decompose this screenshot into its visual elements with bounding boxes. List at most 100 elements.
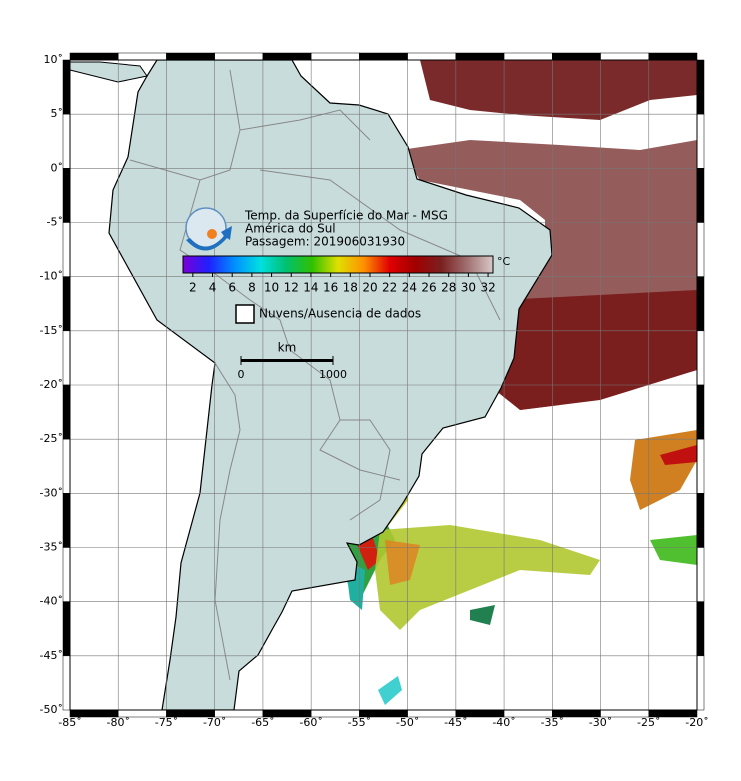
- frame-segment: [62, 384, 71, 440]
- colorbar-unit: °C: [497, 255, 511, 268]
- border: [129, 69, 241, 181]
- frame-segment: [600, 52, 650, 61]
- frame-segment: [62, 547, 71, 602]
- colorbar-tick-label: 8: [248, 281, 256, 295]
- colorbar-tick-label: 14: [303, 281, 318, 295]
- y-tick-label: -35˚: [40, 541, 63, 554]
- frame-segment: [62, 59, 71, 115]
- sst-patch: [650, 535, 697, 565]
- x-tick-label: -25˚: [637, 716, 660, 729]
- frame-segment: [696, 438, 705, 494]
- colorbar: [182, 255, 494, 274]
- colorbar-tick-label: 26: [421, 281, 436, 295]
- legend-pass: Passagem: 201906031930: [245, 235, 405, 249]
- frame-segment: [696, 222, 705, 277]
- frame-segment: [696, 601, 705, 657]
- legend: Temp. da Superfície do Mar - MSG América…: [182, 207, 511, 381]
- x-tick-label: -70˚: [203, 716, 226, 729]
- y-tick-label: -5˚: [47, 216, 63, 229]
- frame-segment: [503, 52, 553, 61]
- border: [179, 179, 291, 351]
- y-tick-label: 0˚: [51, 161, 64, 174]
- x-tick-label: -85˚: [58, 716, 81, 729]
- frame-segment: [696, 493, 705, 548]
- border: [239, 109, 371, 141]
- x-tick-label: -55˚: [348, 716, 371, 729]
- frame-segment: [62, 168, 71, 223]
- colorbar-tick-label: 12: [284, 281, 299, 295]
- border: [214, 362, 241, 681]
- borders: [129, 69, 501, 681]
- frame-segment: [62, 655, 71, 711]
- x-tick-label: -30˚: [589, 716, 612, 729]
- frame-segment: [69, 52, 119, 61]
- frame-segment: [262, 52, 312, 61]
- colorbar-tick-label: 20: [362, 281, 377, 295]
- colorbar-tick-label: 32: [480, 281, 495, 295]
- frame-segment: [62, 438, 71, 494]
- frame-segment: [214, 52, 264, 61]
- y-tick-label: -20˚: [40, 378, 63, 391]
- colorbar-tick-label: 6: [228, 281, 236, 295]
- border: [289, 349, 401, 481]
- tick-labels: -85˚ -80˚ -75˚ -70˚ -65˚ -60˚ -55˚ -50˚ -45˚ -40˚…: [40, 53, 709, 729]
- colorbar-tick-label: 2: [189, 281, 197, 295]
- scale-tick-label: 1000: [319, 368, 347, 381]
- sst-patch: [378, 676, 402, 705]
- frame-segment: [696, 113, 705, 169]
- no-data-label: Nuvens/Ausencia de dados: [259, 307, 421, 321]
- colorbar-tick-label: 10: [264, 281, 279, 295]
- sst-patch: [495, 290, 697, 410]
- x-tick-label: -75˚: [155, 716, 178, 729]
- y-tick-label: -45˚: [40, 649, 63, 662]
- frame-segment: [117, 52, 167, 61]
- x-tick-label: -50˚: [396, 716, 419, 729]
- sst-patch: [420, 60, 697, 120]
- frame-segment: [62, 276, 71, 332]
- frame-segment: [696, 168, 705, 223]
- x-tick-label: -20˚: [685, 716, 708, 729]
- y-tick-label: 10˚: [44, 53, 64, 66]
- legend-title: Temp. da Superfície do Mar - MSG: [244, 209, 448, 223]
- y-tick-label: -25˚: [40, 432, 63, 445]
- y-tick-label: -15˚: [40, 324, 63, 337]
- scale-unit: km: [278, 341, 297, 355]
- no-data-swatch: [235, 304, 255, 324]
- colorbar-tick-label: 28: [441, 281, 456, 295]
- frame-segment: [696, 59, 705, 115]
- x-tick-label: -45˚: [444, 716, 467, 729]
- sst-patch: [470, 605, 495, 625]
- frame-segment: [696, 655, 705, 711]
- frame-segment: [62, 601, 71, 657]
- legend-subtitle: América do Sul: [245, 222, 336, 236]
- frame-segment: [648, 52, 698, 61]
- colorbar-tick-label: 4: [209, 281, 217, 295]
- frame-segment: [62, 222, 71, 277]
- frame-segment: [696, 547, 705, 602]
- x-tick-label: -65˚: [251, 716, 274, 729]
- y-tick-label: -30˚: [40, 486, 63, 499]
- x-tick-label: -80˚: [106, 716, 129, 729]
- frame-segment: [455, 52, 505, 61]
- scale-bar: [241, 359, 333, 362]
- frame-segment: [696, 276, 705, 332]
- border: [340, 419, 391, 521]
- frame-segment: [696, 330, 705, 386]
- colorbar-tick-label: 18: [343, 281, 358, 295]
- x-tick-label: -40˚: [492, 716, 515, 729]
- frame-segment: [696, 384, 705, 440]
- y-tick-label: -10˚: [40, 270, 63, 283]
- border: [259, 169, 501, 321]
- x-tick-label: -60˚: [299, 716, 322, 729]
- y-tick-label: -50˚: [40, 703, 63, 716]
- frame-segment: [62, 113, 71, 169]
- sst-patch: [375, 525, 600, 630]
- logo-arrow: [186, 226, 232, 251]
- frame-segment: [166, 52, 215, 61]
- frame-segment: [62, 493, 71, 548]
- frame-segment: [359, 52, 408, 61]
- scale-tick-label: 0: [238, 368, 245, 381]
- sst-patch: [385, 540, 420, 585]
- colorbar-tick-label: 30: [461, 281, 476, 295]
